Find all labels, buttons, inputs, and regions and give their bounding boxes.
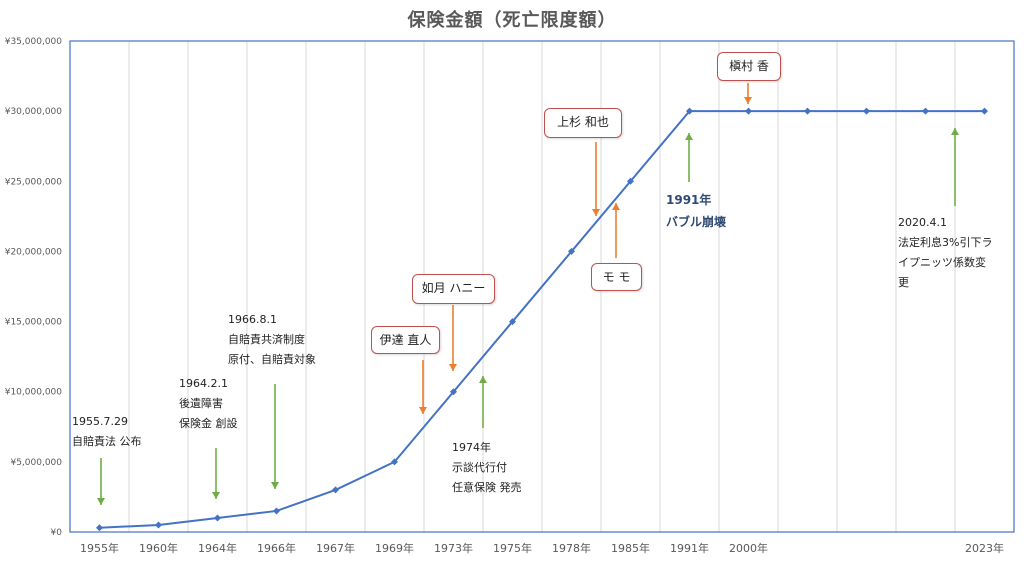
x-tick-label: 2023年 [965, 541, 1004, 555]
data-point [214, 514, 221, 522]
x-tick-label: 1966年 [257, 541, 296, 555]
annotation-2020-line: 法定利息3%引下ラ [898, 236, 993, 249]
label-box-uesugi: 上杉 和也 [544, 108, 622, 138]
annotation-1974-line: 示談代行付 [452, 461, 507, 474]
data-point [745, 107, 752, 115]
x-tick-label: 1975年 [493, 541, 532, 555]
chart-title: 保険金額（死亡限度額） [407, 10, 617, 31]
annotation-1964-line: 後遺障害 [179, 397, 223, 410]
annotation-arrow-head [449, 364, 457, 371]
data-point [509, 318, 516, 326]
label-box-makimura: 槇村 香 [717, 52, 781, 81]
data-point [981, 107, 988, 115]
annotation-1974-line: 任意保険 発売 [452, 481, 522, 494]
y-tick-label: ¥0 [51, 528, 63, 538]
data-point [863, 107, 870, 115]
annotation-2020-line: 更 [898, 276, 909, 289]
annotation-arrow-head [592, 209, 600, 216]
y-tick-label: ¥10,000,000 [5, 388, 63, 398]
data-point [922, 107, 929, 115]
annotation-arrow-head [951, 128, 959, 135]
x-tick-label: 2000年 [729, 541, 768, 555]
annotation-1964-line: 保険金 創設 [179, 417, 238, 430]
data-point [568, 247, 575, 255]
data-point [273, 507, 280, 515]
annotation-1974-line: 1974年 [452, 441, 491, 454]
annotation-arrow-head [479, 376, 487, 383]
x-tick-label: 1964年 [198, 541, 237, 555]
data-point [96, 524, 103, 532]
x-tick-label: 1985年 [611, 541, 650, 555]
annotation-arrow-head [97, 498, 105, 505]
annotation-1955-line: 自賠責法 公布 [72, 435, 142, 448]
annotation-1966-line: 原付、自賠責対象 [228, 353, 316, 366]
annotation-1966-line: 自賠責共済制度 [228, 333, 305, 346]
annotation-1991-line: バブル崩壊 [666, 215, 727, 229]
series-line [99, 110, 985, 529]
annotation-arrow-head [612, 203, 620, 210]
x-tick-label: 1991年 [670, 541, 709, 555]
annotation-1955: 1955.7.29 自賠責法 公布 [72, 412, 142, 452]
annotation-1955-line: 1955.7.29 [72, 415, 128, 428]
label-box-date: 伊達 直人 [371, 326, 440, 354]
y-tick-label: ¥25,000,000 [5, 177, 63, 187]
data-point [804, 107, 811, 115]
x-tick-label: 1978年 [552, 541, 591, 555]
annotation-1964-line: 1964.2.1 [179, 377, 228, 390]
data-point [450, 388, 457, 396]
y-tick-label: ¥20,000,000 [5, 247, 63, 257]
annotation-1991-line: 1991年 [666, 193, 712, 207]
annotation-1966-line: 1966.8.1 [228, 313, 277, 326]
data-point [391, 458, 398, 466]
data-point [155, 521, 162, 529]
annotation-1966: 1966.8.1 自賠責共済制度 原付、自賠責対象 [228, 310, 316, 370]
y-tick-label: ¥30,000,000 [5, 107, 63, 117]
annotation-arrow-head [212, 492, 220, 499]
label-box-kisaragi: 如月 ハニー [412, 274, 495, 304]
data-point [686, 107, 693, 115]
x-tick-label: 1973年 [434, 541, 473, 555]
y-tick-label: ¥15,000,000 [5, 318, 63, 328]
annotation-arrow-head [744, 97, 752, 104]
x-tick-label: 1960年 [139, 541, 178, 555]
annotation-2020-line: 2020.4.1 [898, 216, 947, 229]
x-tick-label: 1967年 [316, 541, 355, 555]
annotation-arrow-head [685, 133, 693, 140]
annotation-2020: 2020.4.1 法定利息3%引下ラ イプニッツ係数変 更 [898, 213, 992, 293]
plot-border [69, 40, 1015, 533]
annotation-1974: 1974年 示談代行付 任意保険 発売 [452, 438, 522, 498]
annotation-2020-line: イプニッツ係数変 [898, 256, 986, 269]
annotation-1964: 1964.2.1 後遺障害 保険金 創設 [179, 374, 238, 434]
label-box-momo: モ モ [591, 263, 642, 291]
data-point [627, 177, 634, 185]
annotation-arrow-head [271, 482, 279, 489]
data-point [332, 486, 339, 494]
annotation-1991: 1991年 バブル崩壊 [666, 189, 726, 233]
y-tick-label: ¥5,000,000 [10, 458, 62, 468]
x-tick-label: 1955年 [80, 541, 119, 555]
y-tick-label: ¥35,000,000 [5, 37, 63, 47]
x-tick-label: 1969年 [375, 541, 414, 555]
annotation-arrow-head [419, 407, 427, 414]
